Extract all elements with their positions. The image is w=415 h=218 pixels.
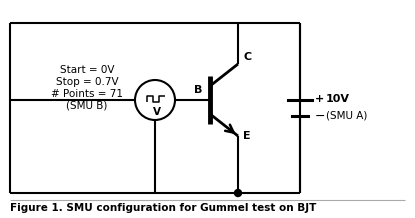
Circle shape bbox=[234, 189, 242, 196]
Text: C: C bbox=[243, 52, 251, 62]
Text: V: V bbox=[153, 107, 161, 117]
Text: (SMU A): (SMU A) bbox=[326, 111, 367, 121]
Text: (SMU B): (SMU B) bbox=[66, 101, 107, 111]
Text: Stop = 0.7V: Stop = 0.7V bbox=[56, 77, 118, 87]
Text: Figure 1. SMU configuration for Gummel test on BJT: Figure 1. SMU configuration for Gummel t… bbox=[10, 203, 316, 213]
Text: B: B bbox=[194, 85, 202, 95]
Text: Start = 0V: Start = 0V bbox=[60, 65, 114, 75]
Text: +: + bbox=[315, 94, 324, 104]
Text: E: E bbox=[243, 131, 251, 141]
Text: 10V: 10V bbox=[326, 94, 350, 104]
Text: # Points = 71: # Points = 71 bbox=[51, 89, 123, 99]
Text: −: − bbox=[315, 109, 325, 123]
